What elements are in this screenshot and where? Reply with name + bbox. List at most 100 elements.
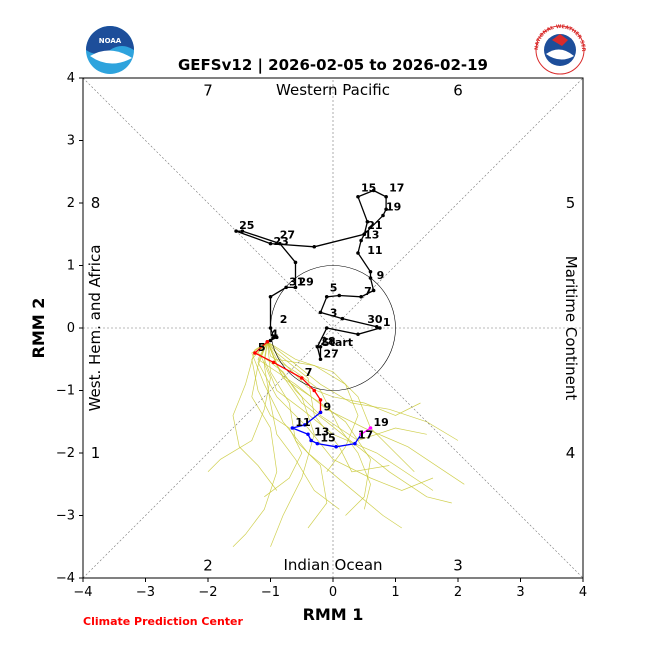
- x-tick-label-9: 4: [579, 585, 587, 600]
- y-tick-label-8: 3: [67, 134, 75, 149]
- series-1-point-14: [368, 276, 373, 280]
- series-1-point-9: [318, 310, 323, 315]
- series-3-day-label-1: 11: [295, 416, 310, 429]
- series-2-day-label-3: 9: [324, 400, 332, 413]
- series-1-point-3: [315, 344, 320, 349]
- phase-number-8: 8: [91, 194, 101, 212]
- series-3-point-5: [309, 438, 313, 443]
- series-1-point-39: [274, 335, 279, 340]
- series-1-point-37: [268, 338, 273, 343]
- y-tick-label-6: 1: [67, 259, 75, 274]
- region-label-top: Western Pacific: [276, 81, 390, 99]
- series-2-point-6: [318, 398, 323, 402]
- series-1-day-label-20: 2: [280, 313, 288, 326]
- series-3-point-3: [290, 426, 295, 430]
- phase-guides: [82, 77, 584, 579]
- series-1-day-label-1: 27: [324, 347, 339, 360]
- series-3-day-label-4: 17: [358, 429, 373, 442]
- series-1-point-23: [384, 207, 388, 212]
- ensemble-member-11: [257, 341, 427, 441]
- ensemble-member-12: [267, 341, 390, 473]
- ensemble-member-19: [267, 341, 359, 473]
- x-tick-label-6: 1: [391, 585, 399, 600]
- x-tick-label-4: −1: [261, 585, 280, 600]
- series-1-point-26: [312, 244, 317, 249]
- series-1-day-label-7: 7: [364, 285, 372, 298]
- ensemble-members: [207, 341, 465, 548]
- region-label-bottom: Indian Ocean: [283, 556, 382, 574]
- x-tick-label-3: −2: [198, 585, 217, 600]
- chart-title: GEFSv12 | 2026-02-05 to 2026-02-19: [178, 56, 488, 75]
- ensemble-member-8: [232, 341, 278, 491]
- series-1-day-label-6: 5: [330, 282, 338, 295]
- series-1-point-1: [318, 344, 323, 349]
- series-1-day-label-15: 25: [239, 219, 254, 232]
- series-1-point-27: [268, 241, 273, 246]
- series-3-point-4: [306, 432, 310, 437]
- series-1-point-24: [381, 213, 385, 218]
- series-3-point-2: [303, 423, 307, 427]
- series-1-day-label-18: 31: [289, 275, 304, 288]
- series-1-point-31: [293, 260, 298, 265]
- x-tick-label-5: 0: [329, 585, 337, 600]
- ensemble-member-4: [267, 341, 459, 441]
- ensemble-member-5: [232, 341, 278, 548]
- x-tick-label-2: −3: [136, 585, 155, 600]
- ensemble-member-15: [251, 341, 303, 498]
- phase-number-4: 4: [566, 444, 576, 462]
- series-1-point-34: [268, 294, 273, 299]
- series-1-day-label-17: 23: [274, 235, 289, 248]
- series-4-point-2: [368, 426, 373, 430]
- y-tick-label-7: 2: [67, 196, 75, 211]
- series-1-point-22: [384, 194, 388, 199]
- series-3-point-1: [318, 410, 323, 415]
- ensemble-member-17: [267, 341, 452, 504]
- series-1-point-30: [278, 241, 282, 246]
- series-1-point-16: [356, 251, 360, 255]
- phase-number-2: 2: [203, 557, 213, 575]
- series-1-day-label-11: 21: [367, 219, 382, 232]
- y-tick-label-5: 0: [67, 321, 75, 336]
- phase-number-3: 3: [453, 557, 463, 575]
- rmm-series: [234, 188, 388, 449]
- series-1-point-33: [284, 285, 288, 290]
- series-1-point-6: [378, 326, 382, 330]
- series-1-day-label-10: 13: [364, 229, 379, 242]
- y-tick-label-4: −1: [56, 384, 75, 399]
- x-tick-label-1: −4: [73, 585, 92, 600]
- series-2-point-4: [299, 376, 304, 380]
- series-1-day-label-3: 30: [367, 313, 383, 326]
- phase-number-5: 5: [566, 194, 576, 212]
- start-label: Start: [322, 336, 353, 349]
- x-axis-title: RMM 1: [303, 605, 364, 624]
- series-2-point-3: [271, 360, 276, 365]
- series-1-point-35: [268, 326, 273, 330]
- series-1-point-10: [324, 294, 329, 299]
- noaa-logo: NOAA: [86, 26, 134, 74]
- ensemble-member-14: [267, 341, 421, 416]
- ensemble-member-2: [267, 341, 315, 547]
- phase-numbers: 7 68 51 42 3: [91, 82, 576, 575]
- ensemble-member-13: [263, 341, 340, 510]
- series-1-day-label-14: 19: [386, 200, 401, 213]
- y-tick-label-3: −2: [56, 446, 75, 461]
- series-3-day-label-3: 15: [320, 432, 335, 445]
- y-tick-label-1: −4: [56, 571, 75, 586]
- series-2-point-1: [265, 339, 270, 344]
- phase-number-6: 6: [453, 82, 463, 100]
- series-1-point-20: [356, 194, 360, 199]
- series-1-day-label-9: 11: [367, 244, 382, 257]
- credit-text: Climate Prediction Center: [83, 615, 243, 628]
- series-4-point-1: [359, 432, 363, 437]
- x-tick-label-8: 3: [516, 585, 524, 600]
- series-1-day-label-19: 29: [299, 275, 314, 288]
- series-1-point-32: [293, 285, 298, 290]
- series-1-point-7: [374, 324, 379, 329]
- series-1-point-8: [340, 316, 345, 321]
- series-1-point-29: [240, 229, 245, 233]
- series-1-day-label-12: 15: [361, 182, 376, 195]
